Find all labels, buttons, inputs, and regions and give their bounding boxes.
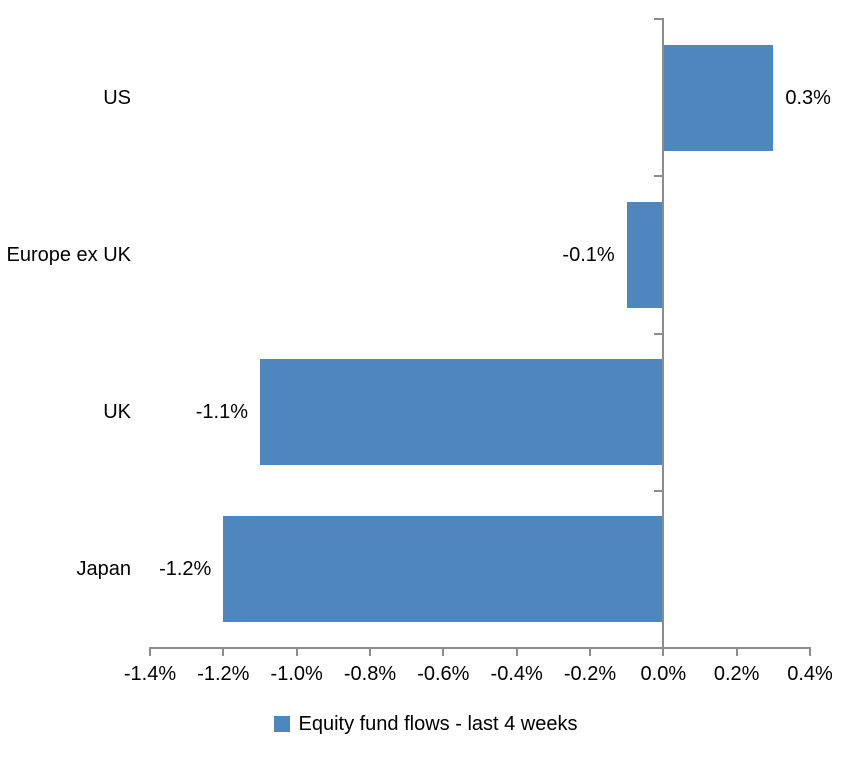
- x-axis-tick-label: -0.4%: [490, 663, 543, 685]
- x-axis-tick-label: -1.0%: [270, 663, 323, 685]
- x-axis-tick: [149, 648, 151, 656]
- y-axis-boundary-tick: [654, 332, 663, 335]
- category-label-europe-ex-uk: Europe ex UK: [6, 243, 131, 266]
- legend-label: Equity fund flows - last 4 weeks: [298, 713, 578, 735]
- y-axis-boundary-tick: [654, 489, 663, 492]
- x-axis-tick-label: 0.0%: [640, 663, 687, 685]
- category-label-japan: Japan: [76, 558, 132, 581]
- x-axis-tick: [369, 648, 371, 656]
- y-axis-boundary-tick: [654, 18, 663, 20]
- y-axis-line: [662, 18, 665, 649]
- legend: Equity fund flows - last 4 weeks: [0, 711, 852, 737]
- x-axis-tick: [809, 648, 811, 656]
- legend-marker-icon: [274, 716, 291, 732]
- x-axis-tick-label: -0.6%: [417, 663, 470, 685]
- x-axis-tick-label: 0.2%: [713, 663, 760, 685]
- x-axis-tick-label: -0.2%: [563, 663, 617, 685]
- x-axis-tick: [589, 648, 591, 656]
- value-label-europe-ex-uk: -0.1%: [562, 243, 615, 266]
- value-label-uk: -1.1%: [195, 401, 248, 424]
- bar-europe-ex-uk: [626, 201, 664, 308]
- value-label-japan: -1.2%: [159, 558, 212, 581]
- x-axis-tick: [515, 648, 518, 656]
- x-axis-tick: [222, 648, 225, 656]
- bar-uk: [260, 359, 664, 466]
- x-axis-tick: [442, 648, 445, 656]
- x-axis-tick: [662, 648, 665, 656]
- category-label-us: US: [103, 86, 131, 109]
- x-axis-tick: [295, 648, 298, 656]
- value-label-us: 0.3%: [785, 86, 831, 109]
- bar-us: [663, 44, 774, 151]
- x-axis-tick-label: 0.4%: [787, 663, 833, 685]
- x-axis-tick-label: -0.8%: [343, 663, 397, 685]
- y-axis-boundary-tick: [654, 175, 663, 178]
- x-axis-tick-label: -1.2%: [197, 663, 250, 685]
- x-axis-line: [149, 647, 811, 649]
- x-axis-tick-label: -1.4%: [123, 663, 177, 685]
- x-axis-tick: [735, 648, 738, 656]
- bar-japan: [223, 516, 664, 623]
- category-label-uk: UK: [103, 401, 131, 424]
